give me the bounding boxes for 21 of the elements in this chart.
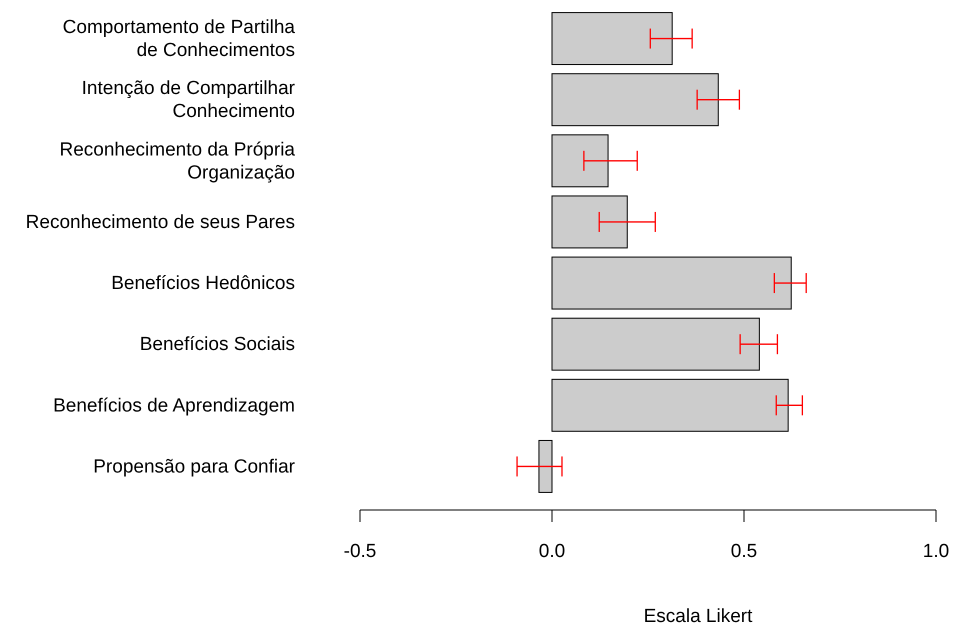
bar bbox=[552, 318, 760, 371]
y-tick-label: Benefícios Hedônicos bbox=[111, 272, 295, 294]
x-tick-label: 1.0 bbox=[922, 541, 950, 562]
y-tick-label: Benefícios de Aprendizagem bbox=[53, 394, 295, 416]
y-tick-label: Intenção de Compartilhar Conhecimento bbox=[82, 78, 296, 122]
bar bbox=[552, 195, 628, 248]
x-tick-label: -0.5 bbox=[344, 541, 376, 562]
bar bbox=[552, 73, 719, 126]
y-tick-label: Reconhecimento de seus Pares bbox=[26, 211, 295, 232]
bar bbox=[538, 440, 552, 493]
y-tick-label: Comportamento de Partilha de Conhecimentos bbox=[62, 16, 296, 61]
bar bbox=[552, 256, 792, 310]
y-tick-label: Propensão para Confiar bbox=[93, 456, 296, 477]
bar bbox=[552, 12, 673, 66]
y-tick-label: Benefícios Sociais bbox=[140, 334, 295, 355]
x-tick-label: 0.5 bbox=[730, 541, 758, 562]
y-tick-label: Reconhecimento da Própria Organização bbox=[59, 138, 296, 183]
x-tick-label: 0.0 bbox=[538, 541, 566, 562]
x-axis-title: Escala Likert bbox=[644, 606, 754, 627]
bar bbox=[552, 378, 789, 432]
bar bbox=[552, 134, 609, 188]
